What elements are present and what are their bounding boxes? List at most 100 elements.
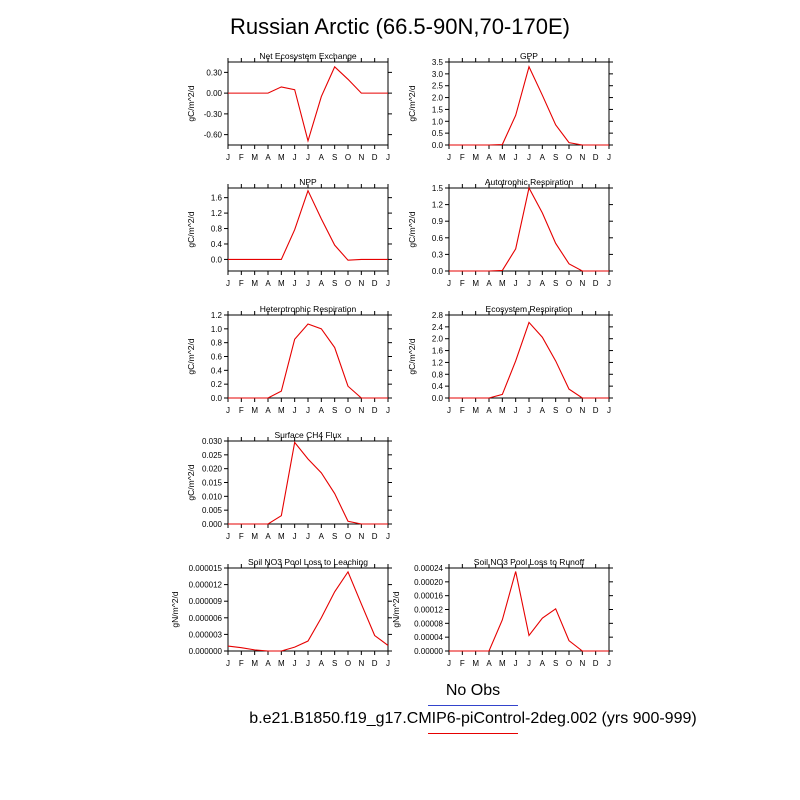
x-tick-label: A: [540, 153, 546, 162]
x-tick-label: J: [514, 279, 518, 288]
legend-obs-line: [428, 705, 518, 706]
x-tick-label: J: [226, 406, 230, 415]
x-tick-label: F: [460, 279, 465, 288]
legend-obs-label: No Obs: [445, 682, 501, 699]
panel-title: Surface CH4 Flux: [274, 430, 342, 440]
x-tick-label: O: [345, 532, 351, 541]
x-tick-label: A: [540, 659, 546, 668]
x-tick-label: J: [293, 532, 297, 541]
x-tick-label: F: [239, 532, 244, 541]
x-tick-label: M: [499, 659, 506, 668]
x-tick-label: O: [566, 406, 572, 415]
x-tick-label: J: [306, 532, 310, 541]
x-tick-label: A: [486, 659, 492, 668]
y-tick-label: 0.000009: [189, 597, 223, 606]
y-axis-label: gC/m^2/d: [407, 211, 417, 247]
x-tick-label: D: [593, 279, 599, 288]
x-tick-label: N: [579, 153, 585, 162]
x-tick-label: F: [239, 153, 244, 162]
x-tick-label: A: [540, 279, 546, 288]
y-tick-label: 0.30: [206, 68, 222, 77]
y-tick-label: 2.8: [432, 311, 444, 320]
x-tick-label: N: [579, 279, 585, 288]
y-tick-label: 0.00012: [414, 606, 443, 615]
x-tick-label: J: [386, 532, 390, 541]
y-tick-label: 0.00020: [414, 578, 443, 587]
y-tick-label: 1.5: [432, 184, 444, 193]
x-tick-label: J: [527, 153, 531, 162]
y-axis-label: gC/m^2/d: [186, 211, 196, 247]
y-axis-label: gC/m^2/d: [186, 85, 196, 121]
x-tick-label: F: [460, 153, 465, 162]
y-axis-label: gC/m^2/d: [186, 338, 196, 374]
x-tick-label: M: [251, 659, 258, 668]
y-tick-label: 0.00008: [414, 619, 443, 628]
x-tick-label: S: [553, 153, 558, 162]
x-tick-label: F: [460, 659, 465, 668]
y-tick-label: 2.5: [432, 82, 444, 91]
x-tick-label: N: [358, 153, 364, 162]
y-tick-label: 1.0: [432, 117, 444, 126]
x-tick-label: J: [226, 279, 230, 288]
x-tick-label: M: [251, 279, 258, 288]
series-line: [449, 65, 609, 146]
x-tick-label: J: [607, 406, 611, 415]
y-tick-label: 0.00000: [414, 647, 443, 656]
x-tick-label: O: [345, 153, 351, 162]
x-tick-label: S: [332, 279, 337, 288]
x-tick-label: D: [593, 406, 599, 415]
y-axis-label: gC/m^2/d: [407, 338, 417, 374]
x-tick-label: J: [293, 279, 297, 288]
x-tick-label: O: [566, 659, 572, 668]
panel-title: Ecosystem Respiration: [486, 304, 573, 314]
x-tick-label: M: [278, 406, 285, 415]
x-tick-label: D: [372, 153, 378, 162]
x-tick-label: J: [527, 659, 531, 668]
x-tick-label: N: [358, 659, 364, 668]
panel-title: Autotrophic Respiration: [485, 177, 574, 187]
y-tick-label: 0.020: [202, 465, 223, 474]
y-tick-label: 0.3: [432, 250, 444, 259]
y-tick-label: 0.0: [432, 394, 444, 403]
y-tick-label: -0.60: [204, 131, 223, 140]
plot-frame: [448, 187, 610, 272]
x-tick-label: J: [447, 153, 451, 162]
y-tick-label: 1.6: [432, 347, 444, 356]
panel-title: Soil NO3 Pool Loss to Leaching: [248, 557, 368, 567]
y-tick-label: 0.030: [202, 437, 223, 446]
x-tick-label: A: [319, 659, 325, 668]
x-tick-label: M: [251, 153, 258, 162]
y-tick-label: 0.9: [432, 217, 444, 226]
plot-frame: [227, 61, 389, 146]
x-tick-label: O: [345, 659, 351, 668]
x-tick-label: A: [540, 406, 546, 415]
y-tick-label: 0.000006: [189, 614, 223, 623]
x-tick-label: M: [472, 153, 479, 162]
panel-title: Soil NO3 Pool Loss to Runoff: [474, 557, 585, 567]
x-tick-label: M: [251, 406, 258, 415]
page-title: Russian Arctic (66.5-90N,70-170E): [230, 14, 570, 39]
x-tick-label: M: [251, 532, 258, 541]
x-tick-label: J: [607, 659, 611, 668]
y-tick-label: 0.000003: [189, 630, 223, 639]
panel-title: Heterotrophic Respiration: [260, 304, 357, 314]
panel-title: NPP: [299, 177, 317, 187]
y-tick-label: 0.8: [211, 225, 223, 234]
y-tick-label: 0.000012: [189, 581, 223, 590]
x-tick-label: N: [358, 532, 364, 541]
x-tick-label: J: [386, 153, 390, 162]
x-tick-label: N: [579, 659, 585, 668]
plot-frame: [448, 567, 610, 652]
plot-frame: [227, 187, 389, 272]
x-tick-label: M: [472, 279, 479, 288]
x-tick-label: J: [293, 659, 297, 668]
y-tick-label: 1.2: [211, 209, 223, 218]
x-tick-label: O: [345, 406, 351, 415]
y-tick-label: 0.4: [432, 382, 444, 391]
x-tick-label: J: [386, 279, 390, 288]
x-tick-label: J: [607, 153, 611, 162]
x-tick-label: J: [447, 406, 451, 415]
